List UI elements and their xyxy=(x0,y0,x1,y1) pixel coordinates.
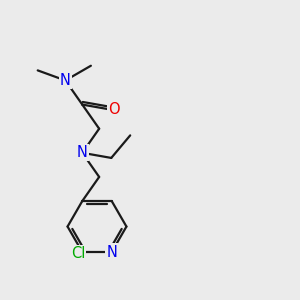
Text: N: N xyxy=(60,73,71,88)
Text: N: N xyxy=(77,145,88,160)
Text: N: N xyxy=(106,244,117,260)
Text: O: O xyxy=(108,102,120,117)
Text: Cl: Cl xyxy=(71,246,85,261)
